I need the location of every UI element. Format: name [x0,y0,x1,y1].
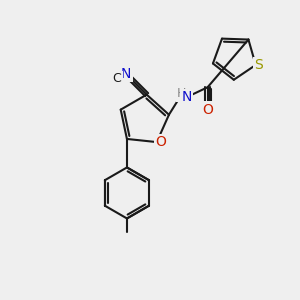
Text: O: O [155,135,166,149]
Text: N: N [121,67,131,81]
Text: O: O [202,103,213,117]
Text: H: H [177,87,186,101]
Text: N: N [182,90,192,104]
Text: S: S [254,58,263,72]
Text: C: C [113,72,122,85]
